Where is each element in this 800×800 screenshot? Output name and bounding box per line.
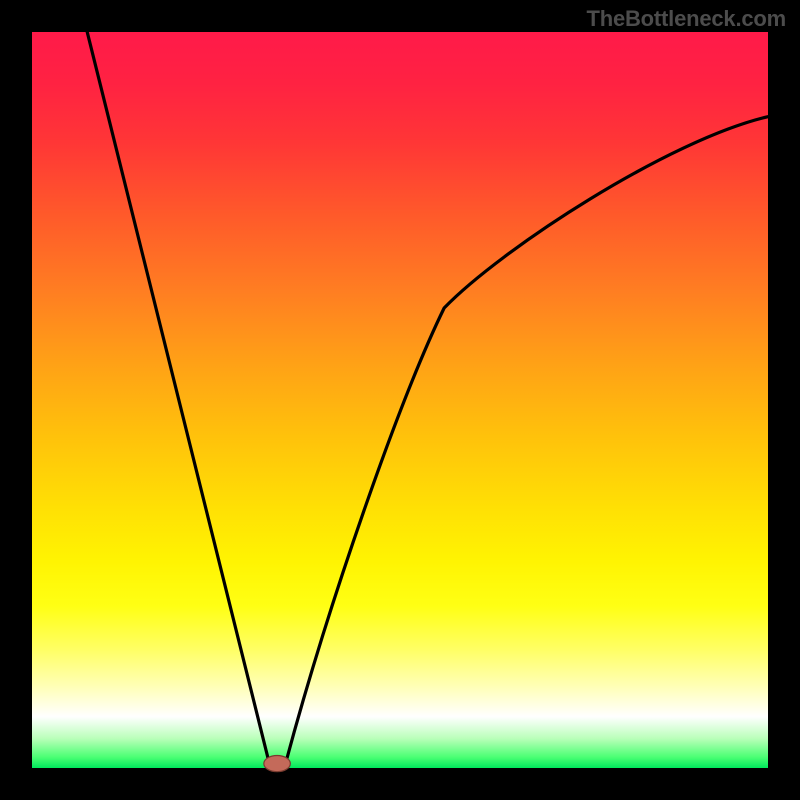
plot-area <box>32 32 768 768</box>
curve-left-branch <box>87 32 269 762</box>
attribution-text: TheBottleneck.com <box>586 6 786 32</box>
curve-layer <box>32 32 768 768</box>
curve-right-branch <box>286 117 768 762</box>
minimum-marker <box>264 755 290 771</box>
chart-frame: TheBottleneck.com <box>0 0 800 800</box>
